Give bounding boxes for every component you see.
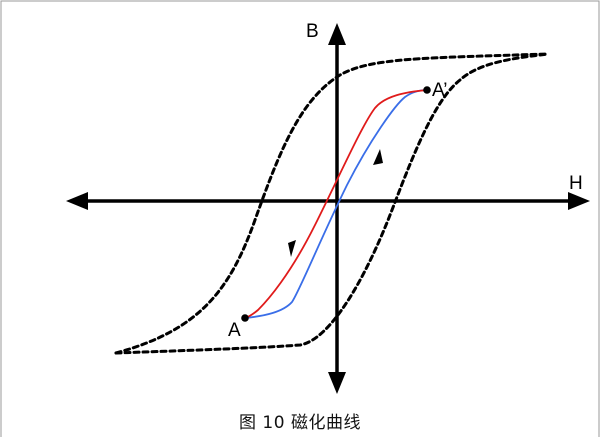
outer-loop-lower-branch: [116, 54, 548, 353]
h-axis-label: H: [569, 173, 583, 194]
outer-loop-upper-branch: [116, 54, 548, 353]
point-a-marker: [241, 314, 249, 322]
figure-caption: 图 10 磁化曲线: [0, 408, 600, 433]
b-axis-bottom-arrow: [328, 372, 346, 394]
ascending-direction-arrow: [373, 149, 383, 165]
point-a-label: A: [228, 320, 241, 341]
b-axis-top-arrow: [328, 23, 346, 45]
point-a-prime-label: A’: [432, 80, 447, 101]
point-a-prime-marker: [423, 86, 431, 94]
descending-direction-arrow: [288, 240, 296, 257]
h-axis-left-arrow: [66, 192, 88, 210]
b-axis-label: B: [306, 21, 319, 42]
h-axis-right-arrow: [568, 192, 590, 210]
